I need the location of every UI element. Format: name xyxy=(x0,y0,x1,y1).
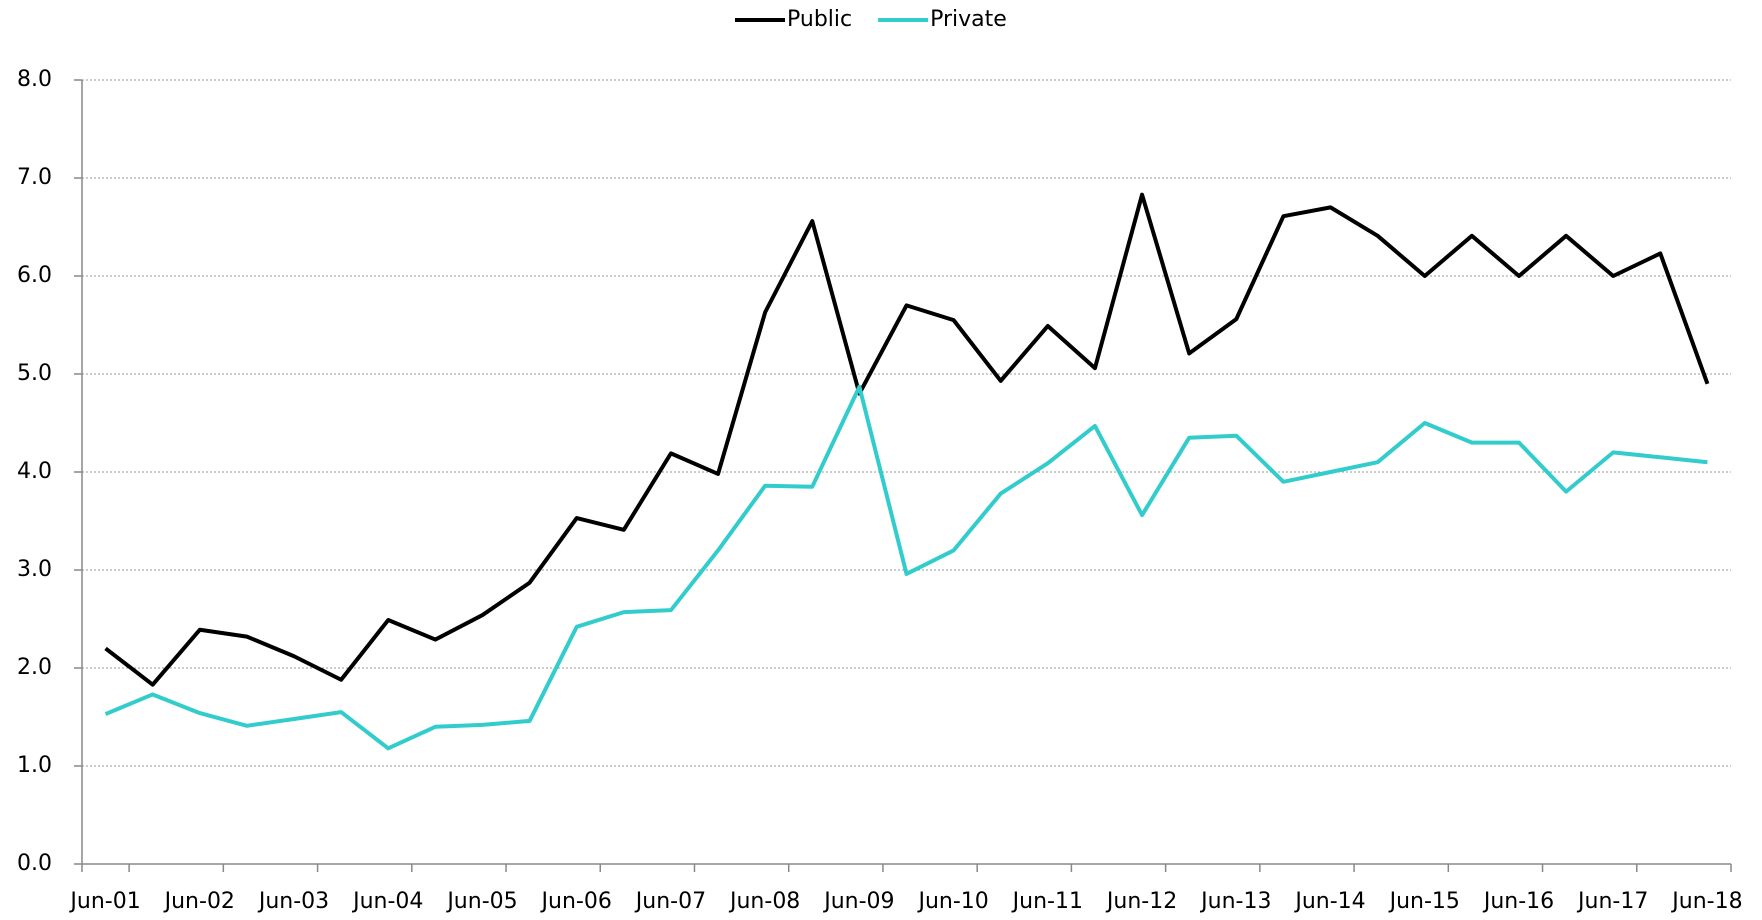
line-series xyxy=(104,384,1708,751)
y-tick-label: 3.0 xyxy=(17,557,52,582)
x-tick-label: Jun-01 xyxy=(68,889,140,914)
x-tick-label: Jun-08 xyxy=(728,889,800,914)
x-tick-label: Jun-17 xyxy=(1576,889,1648,914)
x-tick-label: Jun-14 xyxy=(1293,889,1365,914)
y-tick-label: 0.0 xyxy=(17,851,52,876)
x-tick-label: Jun-10 xyxy=(916,889,988,914)
y-tick-label: 5.0 xyxy=(17,361,52,386)
x-tick-label: Jun-11 xyxy=(1011,889,1083,914)
x-tick-label: Jun-05 xyxy=(445,889,517,914)
x-tick-label: Jun-18 xyxy=(1670,889,1742,914)
y-tick-label: 1.0 xyxy=(17,753,52,778)
y-tick-label: 8.0 xyxy=(17,67,52,92)
x-tick-label: Jun-04 xyxy=(351,889,423,914)
x-tick-label: Jun-16 xyxy=(1482,889,1554,914)
x-tick-label: Jun-02 xyxy=(163,889,235,914)
y-tick-label: 6.0 xyxy=(17,263,52,288)
line-series xyxy=(104,192,1710,687)
x-tick-label: Jun-15 xyxy=(1388,889,1460,914)
y-tick-label: 4.0 xyxy=(17,459,52,484)
x-tick-label: Jun-09 xyxy=(822,889,894,914)
legend-label: Public xyxy=(787,7,852,32)
x-tick-label: Jun-03 xyxy=(257,889,329,914)
x-tick-label: Jun-06 xyxy=(540,889,612,914)
x-tick-label: Jun-12 xyxy=(1105,889,1177,914)
x-tick-label: Jun-07 xyxy=(634,889,706,914)
legend-label: Private xyxy=(930,7,1007,32)
y-tick-label: 7.0 xyxy=(17,165,52,190)
x-tick-label: Jun-13 xyxy=(1199,889,1271,914)
y-tick-label: 2.0 xyxy=(17,655,52,680)
